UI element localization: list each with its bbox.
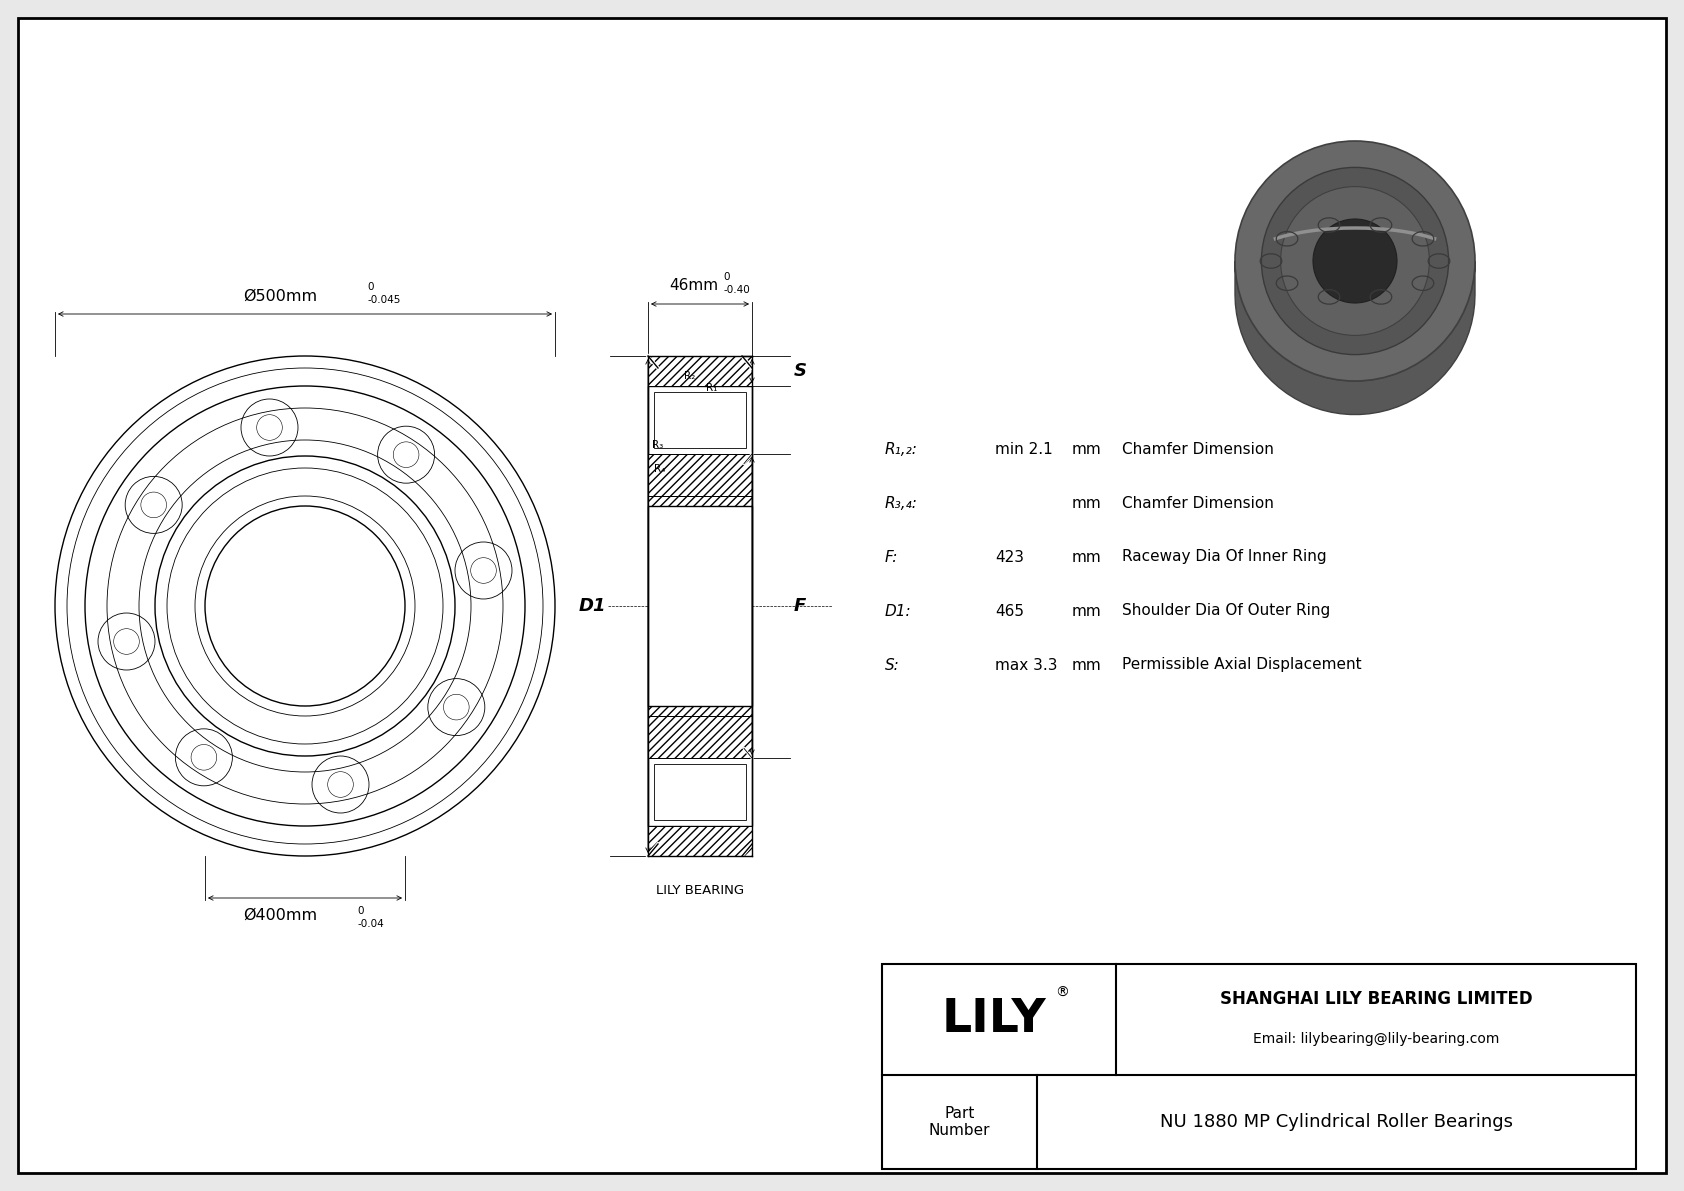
- Text: R₃,₄:: R₃,₄:: [886, 495, 918, 511]
- Text: mm: mm: [1073, 549, 1101, 565]
- Text: D1: D1: [579, 597, 606, 615]
- Text: SHANGHAI LILY BEARING LIMITED: SHANGHAI LILY BEARING LIMITED: [1219, 991, 1532, 1009]
- Bar: [648, 454, 753, 495]
- Text: mm: mm: [1073, 657, 1101, 673]
- Text: R₁: R₁: [706, 384, 717, 393]
- Text: -0.40: -0.40: [722, 285, 749, 295]
- Bar: [648, 506, 753, 706]
- Bar: [648, 454, 753, 495]
- Bar: [648, 356, 753, 386]
- Text: Chamfer Dimension: Chamfer Dimension: [1122, 442, 1273, 456]
- Bar: [648, 716, 753, 757]
- Text: LILY BEARING: LILY BEARING: [657, 884, 744, 897]
- Bar: [648, 706, 753, 716]
- Text: Ø500mm: Ø500mm: [242, 289, 317, 304]
- Bar: [648, 356, 753, 386]
- Text: 0: 0: [357, 906, 364, 916]
- Bar: [648, 495, 753, 506]
- Bar: [648, 827, 753, 856]
- Polygon shape: [1234, 261, 1475, 414]
- Text: Chamfer Dimension: Chamfer Dimension: [1122, 495, 1273, 511]
- Text: 465: 465: [995, 604, 1024, 618]
- Text: Permissible Axial Displacement: Permissible Axial Displacement: [1122, 657, 1362, 673]
- Text: D1:: D1:: [886, 604, 911, 618]
- Bar: [882, 964, 1635, 1170]
- Bar: [648, 716, 753, 757]
- Bar: [648, 495, 753, 506]
- Text: S: S: [793, 362, 807, 380]
- Text: mm: mm: [1073, 604, 1101, 618]
- Circle shape: [1261, 168, 1448, 355]
- Text: Ø400mm: Ø400mm: [242, 908, 317, 923]
- Text: Raceway Dia Of Inner Ring: Raceway Dia Of Inner Ring: [1122, 549, 1327, 565]
- Text: R₃: R₃: [652, 439, 663, 450]
- Bar: [648, 706, 753, 716]
- Text: mm: mm: [1073, 442, 1101, 456]
- Text: ®: ®: [1054, 986, 1069, 1000]
- Text: S:: S:: [886, 657, 899, 673]
- Text: max 3.3: max 3.3: [995, 657, 1058, 673]
- Text: 0: 0: [722, 272, 729, 282]
- Circle shape: [1280, 187, 1430, 336]
- Text: 423: 423: [995, 549, 1024, 565]
- Text: -0.04: -0.04: [357, 919, 384, 929]
- Circle shape: [1234, 141, 1475, 381]
- Bar: [653, 763, 746, 819]
- Text: mm: mm: [1073, 495, 1101, 511]
- Bar: [648, 827, 753, 856]
- Circle shape: [1314, 219, 1398, 303]
- Text: -0.045: -0.045: [367, 295, 401, 305]
- Text: 46mm: 46mm: [670, 278, 719, 293]
- Text: min 2.1: min 2.1: [995, 442, 1052, 456]
- Bar: [648, 386, 753, 827]
- Text: F: F: [793, 597, 807, 615]
- Text: Part
Number: Part Number: [928, 1105, 990, 1139]
- Text: R₄: R₄: [653, 464, 665, 474]
- Text: F:: F:: [886, 549, 898, 565]
- Bar: [653, 392, 746, 448]
- Text: R₂: R₂: [684, 372, 695, 381]
- Text: Email: lilybearing@lily-bearing.com: Email: lilybearing@lily-bearing.com: [1253, 1033, 1499, 1047]
- Text: NU 1880 MP Cylindrical Roller Bearings: NU 1880 MP Cylindrical Roller Bearings: [1160, 1112, 1512, 1130]
- Text: LILY: LILY: [941, 997, 1046, 1042]
- Text: 0: 0: [367, 282, 374, 292]
- Text: Shoulder Dia Of Outer Ring: Shoulder Dia Of Outer Ring: [1122, 604, 1330, 618]
- Text: R₁,₂:: R₁,₂:: [886, 442, 918, 456]
